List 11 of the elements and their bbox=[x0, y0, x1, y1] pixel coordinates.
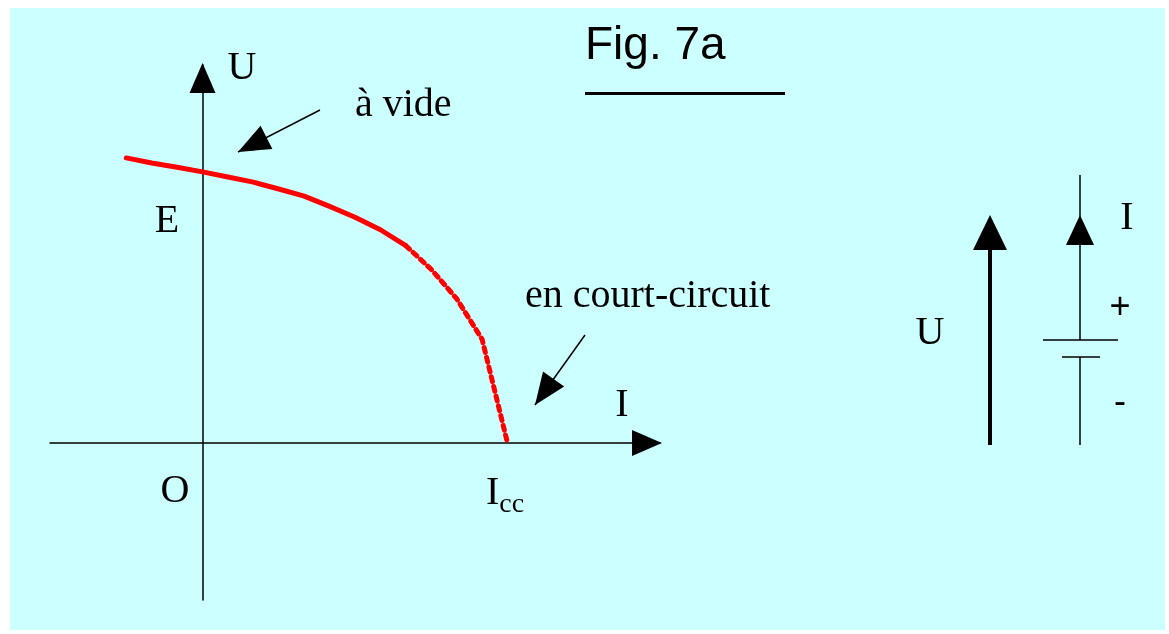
annotation: en court-circuit bbox=[525, 270, 771, 316]
y-axis-title: U bbox=[227, 42, 257, 88]
text: - bbox=[1114, 379, 1126, 421]
text: U bbox=[915, 307, 945, 353]
annotation: E bbox=[154, 195, 180, 241]
text: O bbox=[160, 465, 190, 511]
chart-title: Fig. 7a bbox=[585, 17, 727, 69]
text: à vide bbox=[355, 79, 452, 125]
text: + bbox=[1109, 284, 1131, 326]
x-axis-title: I bbox=[615, 380, 629, 426]
text: I bbox=[1120, 192, 1134, 238]
